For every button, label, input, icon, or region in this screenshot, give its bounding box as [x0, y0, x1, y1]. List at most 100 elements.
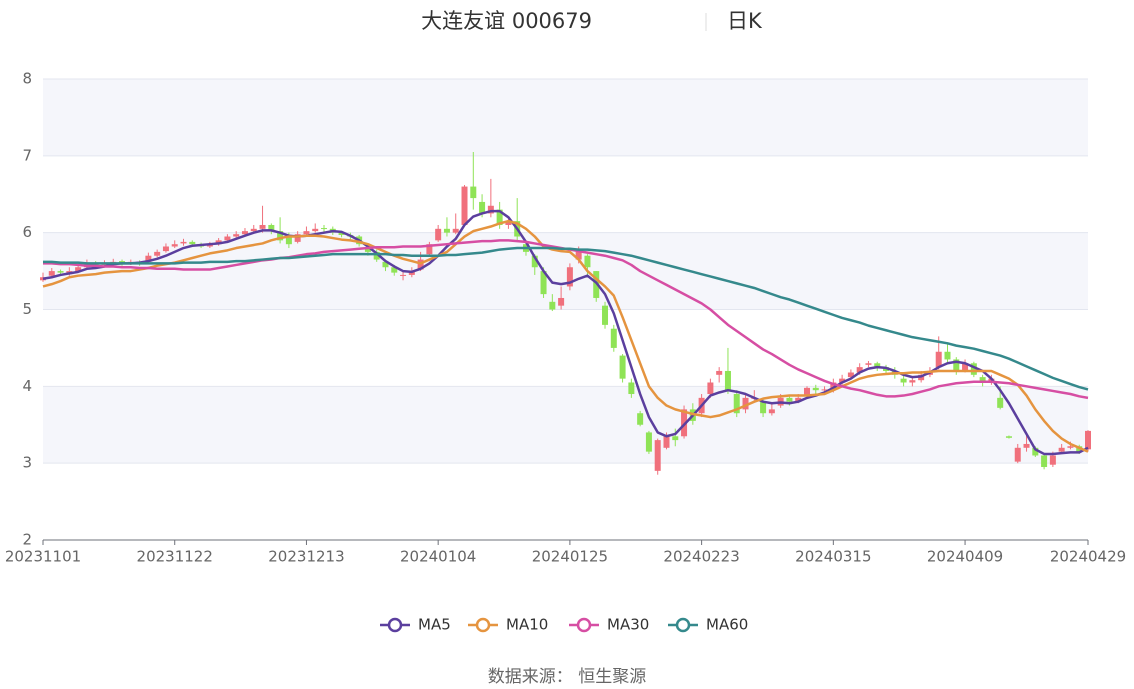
candle-body — [259, 224, 266, 229]
candle-body — [435, 228, 442, 241]
candle-body — [681, 409, 688, 437]
candle-body — [162, 246, 169, 252]
legend-label: MA10 — [506, 616, 548, 634]
ma-line — [43, 246, 1089, 391]
candle-body — [1005, 436, 1012, 438]
candle-body — [997, 397, 1004, 408]
candle-body — [338, 232, 345, 235]
candle-body — [856, 367, 863, 373]
x-tick-label: 20231122 — [137, 548, 213, 566]
x-tick-label: 20240223 — [663, 548, 739, 566]
candle-body — [364, 248, 371, 252]
candle-body — [821, 389, 828, 391]
candle-body — [935, 351, 942, 368]
candle-body — [962, 363, 969, 371]
candle-body — [865, 363, 872, 365]
ma-line — [42, 209, 1089, 456]
candle-body — [373, 251, 380, 260]
candle-body — [391, 267, 398, 273]
candle-body — [637, 413, 644, 425]
candle-body — [979, 377, 986, 383]
split-area — [43, 232, 1088, 310]
candle-body — [716, 370, 723, 375]
candle-body — [1032, 447, 1039, 456]
candle-body — [733, 394, 740, 414]
candle-body — [628, 382, 635, 395]
candle-body — [672, 436, 679, 441]
candle-body — [479, 201, 486, 214]
candle-body — [241, 231, 248, 235]
candle-body — [1041, 455, 1048, 468]
candle-body — [531, 255, 538, 268]
candle-body — [619, 355, 626, 379]
candle-body — [575, 251, 582, 260]
candle-body — [189, 241, 196, 245]
split-area — [43, 386, 1088, 464]
candle-body — [312, 228, 319, 232]
candle-body — [970, 363, 977, 375]
candle-body — [145, 255, 152, 262]
legend-marker — [475, 617, 491, 633]
candle-body — [224, 236, 231, 241]
candle-body — [294, 234, 301, 242]
candle-body — [944, 351, 951, 360]
y-tick-label: 5 — [22, 300, 32, 318]
candle-body — [812, 387, 819, 391]
x-tick-label: 20240125 — [532, 548, 608, 566]
candle-body — [75, 267, 82, 272]
candle-body — [1067, 446, 1074, 448]
y-tick-label: 3 — [22, 454, 32, 472]
legend-marker — [576, 617, 592, 633]
candle-body — [584, 255, 591, 268]
candle-body — [602, 305, 609, 325]
candle-body — [1085, 430, 1091, 450]
x-tick-label: 20231213 — [268, 548, 344, 566]
candle-body — [470, 186, 477, 199]
candle-body — [426, 244, 433, 255]
candle-body — [250, 228, 257, 232]
candle-body — [48, 271, 55, 276]
source-note: 数据来源： 恒生聚源 — [488, 667, 646, 687]
x-tick-label: 20240104 — [400, 548, 476, 566]
candle-body — [900, 378, 907, 383]
candle-body — [654, 440, 661, 471]
candle-body — [909, 380, 916, 383]
candle-body — [321, 228, 328, 230]
candle-body — [180, 241, 187, 244]
y-tick-label: 7 — [22, 146, 32, 164]
candle-body — [57, 271, 64, 273]
candle-body — [277, 231, 284, 241]
candle-body — [496, 209, 503, 225]
candle-body — [830, 382, 837, 390]
candle-body — [839, 378, 846, 383]
x-tick-label: 20240409 — [927, 548, 1003, 566]
candle-body — [285, 236, 292, 245]
legend-label: MA5 — [418, 616, 451, 634]
candle-body — [1058, 447, 1065, 452]
candle-body — [847, 372, 854, 378]
candle-body — [452, 228, 459, 233]
legend-marker — [387, 617, 403, 633]
candle-body — [303, 231, 310, 235]
candle-body — [233, 234, 240, 237]
candle-body — [803, 387, 810, 396]
split-areas — [43, 79, 1088, 464]
candle-body — [663, 436, 670, 448]
x-tick-label: 20240429 — [1050, 548, 1126, 566]
candle-body — [874, 363, 881, 368]
y-tick-label: 8 — [22, 70, 32, 88]
split-area — [43, 79, 1088, 156]
candle-body — [786, 397, 793, 402]
chart-title: 大连友谊 000679 — [421, 9, 592, 33]
legend-marker — [675, 617, 691, 633]
ma-line — [42, 219, 1089, 453]
candle-body — [795, 397, 802, 402]
candle-body — [610, 328, 617, 348]
candle-body — [768, 409, 775, 414]
candle-body — [760, 401, 767, 414]
candle-body — [154, 251, 161, 256]
legend-label: MA30 — [607, 616, 649, 634]
candle-body — [558, 297, 565, 306]
candle-body — [707, 382, 714, 395]
